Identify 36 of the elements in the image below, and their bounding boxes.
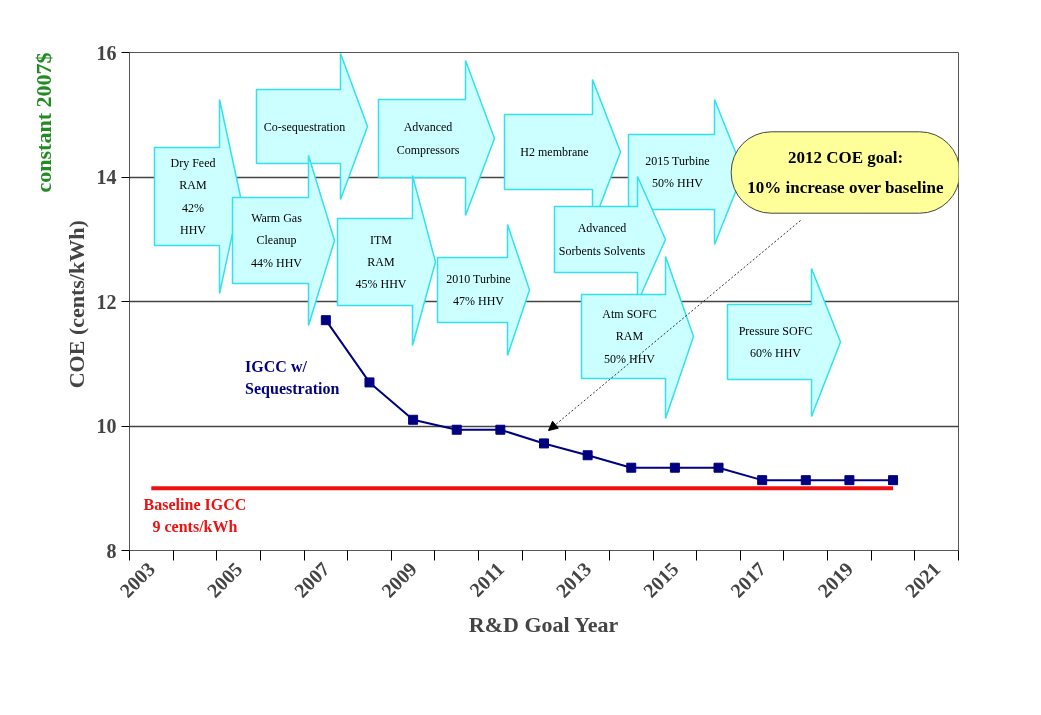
annotation: 2012 COE goal: 10% increase over baseline — [747, 147, 944, 198]
point — [888, 475, 899, 486]
annotation: Advanced Compressors — [396, 120, 460, 157]
point — [800, 475, 811, 486]
point — [626, 462, 637, 473]
annotation: 2010 Turbine 47% HHV — [446, 271, 511, 309]
point — [320, 315, 331, 326]
y-tick-label: 12 — [96, 290, 117, 313]
point — [364, 377, 375, 388]
point — [582, 450, 593, 461]
annotation: ITM RAM 45% HHV — [355, 232, 407, 292]
point — [408, 414, 419, 425]
series-label: IGCC w/ Sequestration — [245, 357, 340, 398]
y-tick-label: 16 — [96, 41, 117, 64]
series-label: Baseline IGCC 9 cents/kWh — [143, 495, 247, 535]
annotation: Dry Feed RAM 42% HHV — [170, 155, 216, 238]
point — [539, 438, 549, 449]
x-axis-title: R&D Goal Year — [468, 611, 619, 637]
y-tick-label: 10 — [96, 415, 117, 437]
point — [757, 475, 768, 486]
point — [713, 462, 724, 473]
y-axis-title: COE (cents/kWh) — [63, 220, 89, 389]
annotation: Advanced Sorbents Solvents — [558, 221, 646, 258]
annotation: H2 membrane — [520, 145, 589, 159]
text: constant 2007$ — [30, 52, 56, 193]
y-tick-label: 14 — [96, 166, 117, 188]
annotation: Co-sequestration — [263, 119, 346, 134]
annotation: Atm SOFC RAM 50% HHV — [602, 307, 657, 366]
annotation: 2015 Turbine 50% HHV — [645, 153, 710, 191]
annotation: Pressure SOFC 60% HHV — [738, 323, 813, 361]
point — [495, 424, 506, 435]
point — [669, 462, 680, 473]
annotation: Warm Gas Cleanup 44% HHV — [251, 211, 303, 270]
point — [451, 424, 462, 435]
point — [844, 475, 855, 486]
y-tick-label: 8 — [106, 539, 117, 562]
